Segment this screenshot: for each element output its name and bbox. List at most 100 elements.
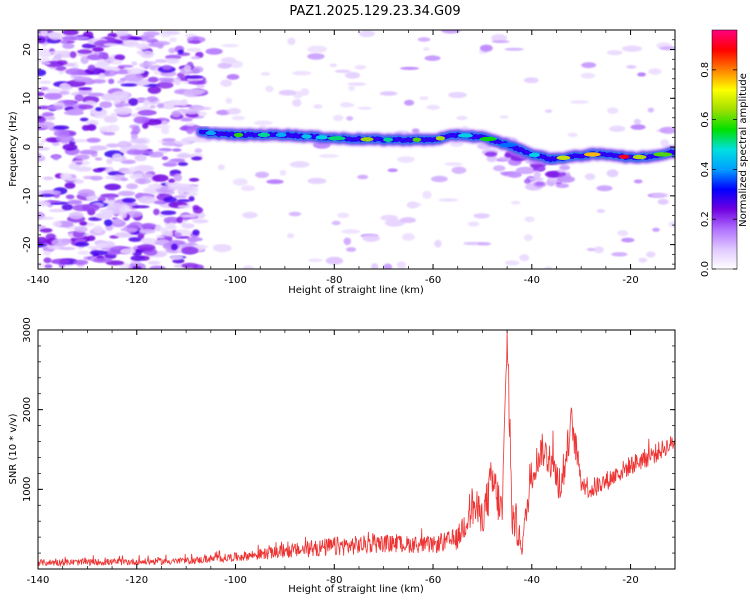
noise-blob: [160, 79, 176, 83]
noise-blob: [607, 107, 619, 114]
noise-blob: [533, 170, 541, 179]
noise-blob: [231, 115, 245, 121]
noise-blob: [396, 261, 407, 269]
noise-blob: [226, 74, 240, 80]
noise-blob: [132, 126, 141, 134]
noise-blob: [479, 44, 493, 52]
snr-x-axis-label: Height of straight line (km): [288, 584, 424, 595]
ridge-hotspot: [583, 152, 601, 157]
noise-blob: [192, 219, 209, 224]
noise-blob: [637, 72, 646, 77]
noise-blob: [169, 37, 177, 43]
ridge-hotspot: [632, 154, 647, 160]
noise-blob: [177, 162, 189, 166]
noise-blob: [111, 153, 123, 161]
noise-blob: [524, 178, 531, 184]
noise-blob: [86, 197, 96, 202]
x-tick-label: -40: [524, 275, 540, 286]
noise-blob: [255, 171, 269, 178]
noise-blob: [171, 243, 178, 251]
noise-blob: [68, 178, 80, 182]
noise-blob: [106, 143, 120, 148]
noise-blob: [461, 125, 469, 131]
noise-blob: [337, 212, 350, 218]
noise-blob: [190, 56, 201, 60]
noise-blob: [596, 209, 606, 213]
noise-blob: [345, 71, 361, 79]
noise-blob: [75, 154, 90, 160]
ridge-hotspot: [458, 133, 473, 138]
noise-blob: [114, 232, 134, 238]
noise-blob: [39, 228, 53, 233]
noise-blob: [134, 178, 151, 185]
noise-blob: [217, 164, 225, 171]
noise-blob: [347, 82, 367, 86]
noise-blob: [142, 122, 149, 129]
x-tick-label: -60: [425, 575, 441, 586]
noise-blob: [73, 259, 89, 265]
noise-blob: [408, 202, 422, 207]
noise-blob: [225, 97, 233, 104]
noise-blob: [448, 91, 467, 99]
x-tick-label: -140: [27, 275, 50, 286]
noise-blob: [346, 116, 354, 121]
noise-blob: [181, 246, 199, 255]
noise-blob: [300, 88, 310, 96]
colorbar-label: Normalized spectral amplitude: [738, 73, 749, 227]
noise-blob: [137, 196, 157, 204]
noise-blob: [112, 67, 121, 72]
noise-blob: [89, 250, 108, 256]
ridge-hotspot: [618, 154, 630, 159]
noise-blob: [62, 43, 75, 49]
noise-blob: [80, 56, 89, 65]
noise-blob: [74, 226, 88, 233]
noise-blob: [57, 60, 68, 66]
noise-blob: [86, 137, 101, 143]
noise-blob: [137, 111, 153, 116]
noise-blob: [87, 64, 96, 71]
noise-blob: [78, 87, 93, 91]
noise-blob: [404, 99, 415, 106]
noise-blob: [53, 125, 70, 130]
noise-blob: [289, 161, 310, 168]
ridge-hotspot: [435, 136, 446, 141]
noise-blob: [173, 195, 188, 199]
noise-blob: [153, 41, 171, 46]
noise-blob: [524, 216, 535, 223]
noise-blob: [48, 32, 63, 41]
noise-blob: [155, 235, 165, 239]
noise-blob: [100, 193, 120, 199]
noise-blob: [423, 47, 430, 51]
noise-blob: [216, 109, 231, 116]
noise-blob: [188, 196, 195, 202]
colorbar: 0.0 0.2 0.4 0.6 0.8 Normalized spectral ampl…: [700, 29, 749, 277]
noise-blob: [99, 126, 113, 132]
noise-blob: [88, 92, 104, 97]
noise-blob: [128, 166, 139, 172]
noise-blob: [103, 43, 119, 47]
noise-blob: [102, 209, 114, 213]
noise-blob: [161, 126, 170, 135]
noise-blob: [109, 59, 123, 65]
noise-blob: [167, 186, 185, 191]
noise-blob: [648, 68, 662, 75]
noise-blob: [402, 233, 415, 241]
noise-blob: [319, 154, 339, 158]
noise-blob: [606, 50, 623, 56]
noise-blob: [44, 88, 62, 94]
colorbar-tick-label: 0.8: [700, 62, 711, 78]
noise-blob: [329, 63, 338, 68]
noise-blob: [593, 246, 604, 254]
noise-blob: [167, 101, 185, 106]
noise-blob: [287, 233, 295, 239]
noise-blob: [65, 194, 75, 200]
noise-blob: [332, 114, 344, 121]
snr-panel: -140 -120 -100 -80 -60 -40 -20 1000 2000 3000 He…: [8, 317, 676, 595]
noise-blob: [621, 237, 635, 243]
noise-blob: [149, 265, 166, 269]
noise-blob: [313, 104, 323, 109]
noise-blob: [156, 103, 165, 109]
noise-blob: [580, 72, 596, 79]
noise-blob: [38, 216, 55, 220]
